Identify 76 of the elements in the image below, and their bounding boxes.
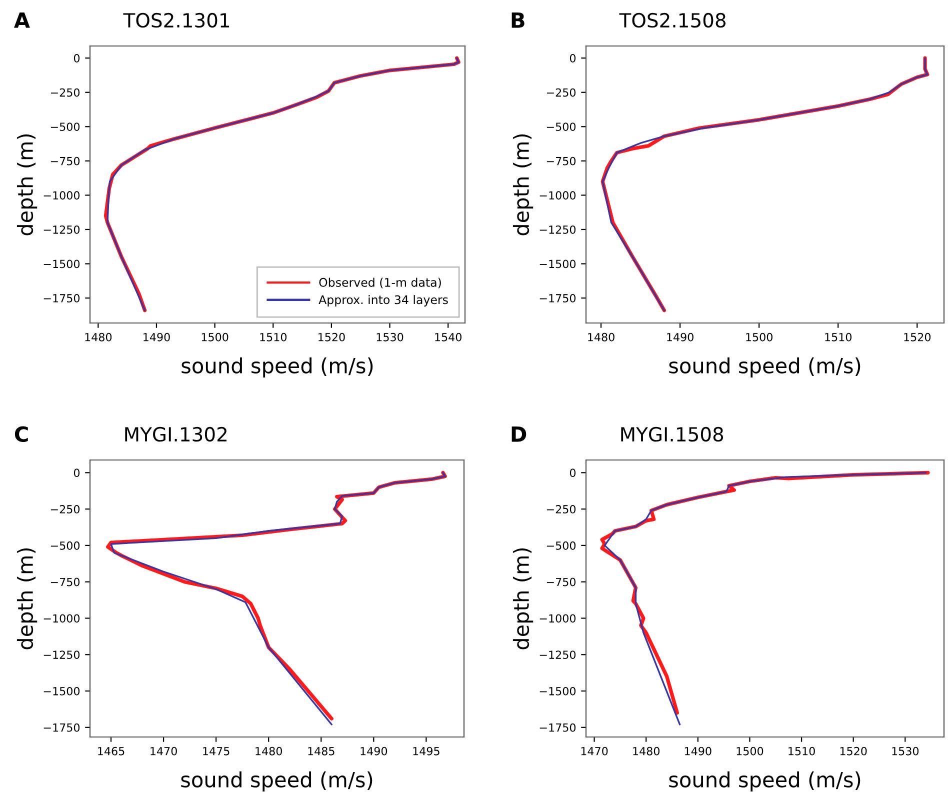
y-tick-label: −1750 [540, 723, 576, 732]
x-tick-label: 1490 [144, 332, 170, 342]
y-tick-label: −1500 [540, 260, 576, 268]
y-tick-label: −750 [546, 578, 576, 586]
x-tick-label: 1475 [203, 747, 230, 756]
y-tick-label: −250 [546, 505, 576, 514]
chart-title: MYGI.1302 [125, 426, 226, 442]
x-tick-label: 1500 [202, 332, 228, 342]
y-tick-label: −250 [546, 88, 576, 97]
x-tick-label: 1480 [588, 332, 614, 342]
y-tick-label: −1250 [540, 225, 576, 234]
x-tick-label: 1480 [633, 746, 660, 756]
x-tick-label: 1530 [892, 746, 919, 756]
x-tick-label: 1500 [736, 746, 764, 756]
x-tick-label: 1470 [150, 746, 177, 756]
x-axis-title: sound speed (m/s) [669, 771, 860, 792]
y-tick-label: −250 [50, 88, 80, 97]
y-tick-label: −500 [50, 541, 80, 550]
y-axis-title: depth (m) [16, 134, 38, 236]
y-tick-label: −1250 [44, 650, 80, 659]
y-tick-label: 0 [74, 54, 80, 62]
chart-title: TOS2.1508 [619, 12, 726, 28]
y-tick-label: −1250 [44, 225, 80, 234]
x-tick-label: 1520 [318, 332, 345, 342]
x-tick-label: 1465 [98, 746, 124, 756]
y-tick-label: −1500 [44, 260, 80, 268]
x-axis-title: sound speed (m/s) [669, 357, 860, 378]
y-tick-label: −1000 [44, 614, 80, 623]
y-tick-label: −1000 [44, 191, 80, 200]
text: C [14, 426, 28, 442]
y-tick-label: −1750 [44, 294, 80, 302]
x-tick-label: 1510 [825, 332, 852, 342]
y-tick-label: −1000 [540, 614, 576, 623]
y-tick-label: 0 [74, 468, 80, 478]
x-tick-label: 1480 [256, 746, 282, 756]
x-tick-label: 1490 [667, 332, 694, 342]
y-tick-label: −500 [546, 122, 576, 132]
legend-label: Observed (1-m data) [319, 278, 441, 288]
y-tick-label: −750 [546, 156, 576, 166]
y-tick-label: −1750 [44, 723, 80, 732]
y-tick-label: −1250 [540, 650, 576, 659]
y-tick-label: −500 [546, 541, 576, 550]
x-tick-label: 1520 [904, 332, 931, 342]
x-tick-label: 1520 [840, 746, 867, 756]
y-tick-label: −750 [50, 578, 80, 586]
y-tick-label: −500 [50, 122, 80, 132]
x-axis-title: sound speed (m/s) [182, 357, 373, 378]
y-tick-label: −250 [50, 505, 80, 514]
y-tick-label: −750 [50, 156, 80, 166]
text: A [14, 12, 30, 28]
x-tick-label: 1530 [376, 332, 404, 342]
chart-title: TOS2.1301 [123, 12, 230, 28]
text: D [512, 426, 526, 442]
x-tick-label: 1540 [435, 332, 462, 342]
y-tick-label: −1500 [540, 686, 576, 696]
y-tick-label: −1750 [540, 294, 576, 302]
x-tick-label: 1470 [581, 746, 608, 756]
x-tick-label: 1495 [413, 746, 440, 756]
y-tick-label: −1000 [540, 191, 576, 200]
y-tick-label: 0 [570, 54, 576, 62]
y-tick-label: −1500 [44, 686, 80, 696]
chart-title: MYGI.1508 [621, 426, 724, 442]
y-tick-label: 0 [570, 468, 576, 478]
x-tick-label: 1510 [260, 332, 287, 342]
x-tick-label: 1490 [684, 746, 712, 756]
y-axis-title: depth (m) [512, 134, 534, 236]
x-tick-label: 1500 [746, 332, 772, 342]
text: B [512, 12, 524, 28]
y-axis-title: depth (m) [16, 548, 38, 650]
x-tick-label: 1510 [788, 746, 815, 756]
x-tick-label: 1480 [85, 332, 112, 342]
y-axis-title: depth (m) [512, 548, 534, 650]
legend-label: Approx. into 34 layers [318, 295, 448, 306]
x-axis-title: sound speed (m/s) [181, 771, 372, 792]
x-tick-label: 1485 [308, 746, 334, 756]
x-tick-label: 1490 [360, 746, 388, 756]
